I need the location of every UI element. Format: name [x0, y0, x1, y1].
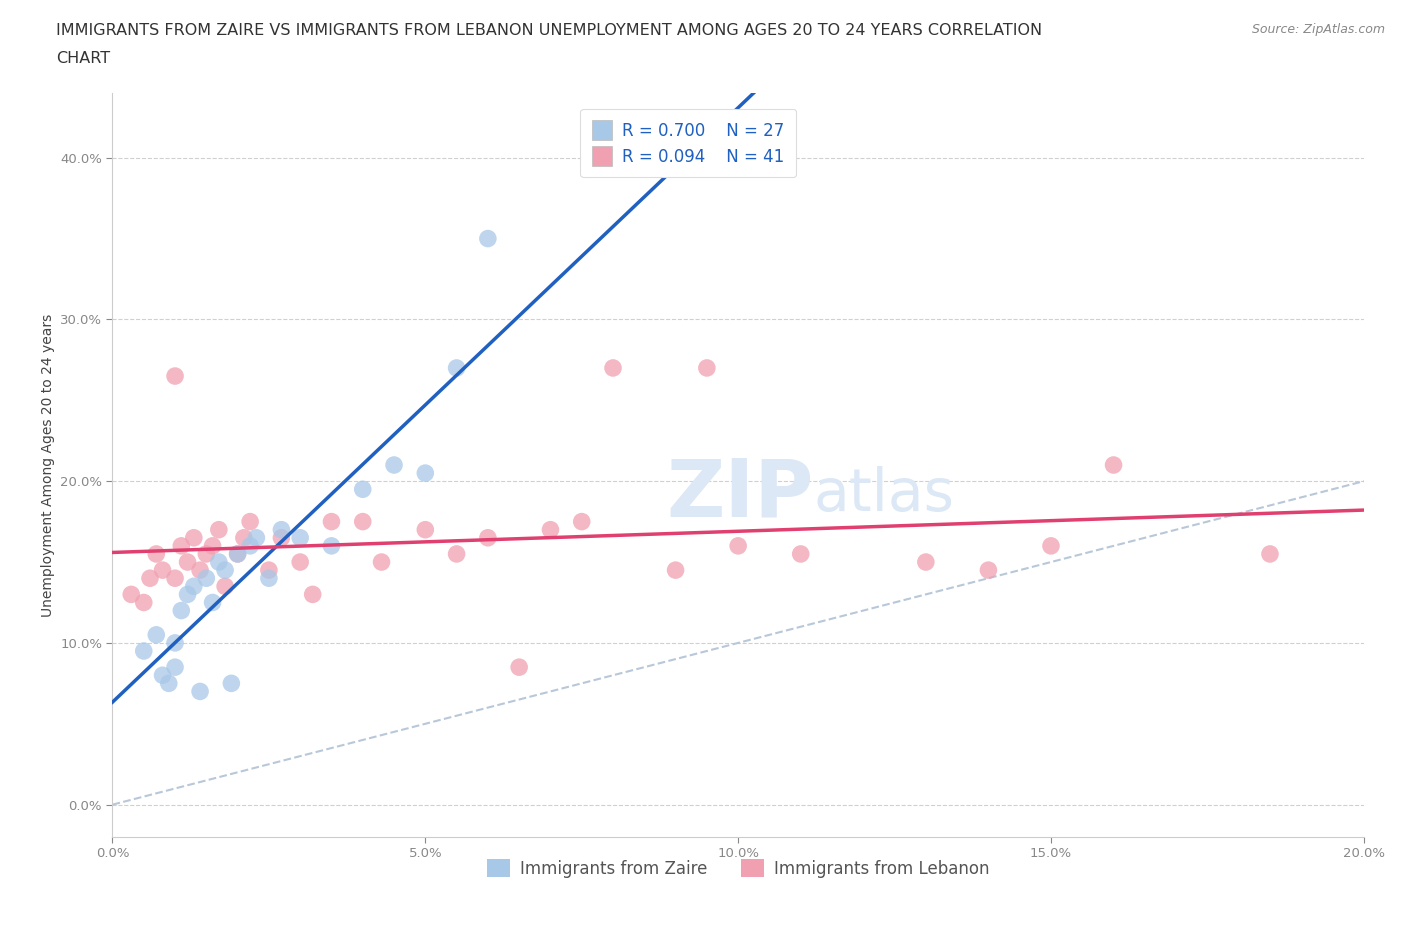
Point	[183, 530, 205, 545]
Point	[257, 571, 280, 586]
Point	[226, 547, 249, 562]
Point	[201, 538, 224, 553]
Point	[245, 530, 267, 545]
Point	[446, 547, 468, 562]
Text: Source: ZipAtlas.com: Source: ZipAtlas.com	[1251, 23, 1385, 36]
Point	[163, 635, 186, 650]
Point	[415, 523, 437, 538]
Point	[301, 587, 323, 602]
Point	[170, 604, 193, 618]
Point	[221, 676, 243, 691]
Point	[352, 482, 374, 497]
Point	[201, 595, 224, 610]
Point	[290, 554, 312, 569]
Point	[321, 514, 343, 529]
Point	[382, 458, 405, 472]
Point	[214, 578, 236, 593]
Point	[352, 514, 374, 529]
Point	[157, 676, 180, 691]
Point	[188, 563, 211, 578]
Point	[415, 466, 437, 481]
Point	[163, 368, 186, 383]
Point	[120, 587, 142, 602]
Point	[139, 571, 162, 586]
Point	[370, 554, 392, 569]
Point	[602, 361, 624, 376]
Text: atlas: atlas	[813, 466, 955, 524]
Point	[188, 684, 211, 698]
Point	[170, 538, 193, 553]
Point	[571, 514, 593, 529]
Point	[132, 595, 155, 610]
Point	[477, 530, 499, 545]
Point	[176, 554, 198, 569]
Point	[195, 547, 218, 562]
Point	[270, 530, 292, 545]
Point	[446, 361, 468, 376]
Point	[727, 538, 749, 553]
Point	[239, 538, 262, 553]
Point	[664, 563, 686, 578]
Point	[696, 361, 718, 376]
Point	[1102, 458, 1125, 472]
Point	[152, 563, 174, 578]
Point	[270, 523, 292, 538]
Y-axis label: Unemployment Among Ages 20 to 24 years: Unemployment Among Ages 20 to 24 years	[41, 313, 55, 617]
Text: CHART: CHART	[56, 51, 110, 66]
Point	[145, 628, 167, 643]
Point	[232, 530, 254, 545]
Point	[257, 563, 280, 578]
Point	[176, 587, 198, 602]
Point	[163, 659, 186, 674]
Point	[1039, 538, 1063, 553]
Text: ZIP: ZIP	[666, 456, 813, 534]
Point	[152, 668, 174, 683]
Point	[132, 644, 155, 658]
Point	[915, 554, 938, 569]
Point	[208, 523, 231, 538]
Point	[321, 538, 343, 553]
Point	[790, 547, 813, 562]
Point	[977, 563, 1000, 578]
Point	[183, 578, 205, 593]
Text: IMMIGRANTS FROM ZAIRE VS IMMIGRANTS FROM LEBANON UNEMPLOYMENT AMONG AGES 20 TO 2: IMMIGRANTS FROM ZAIRE VS IMMIGRANTS FROM…	[56, 23, 1042, 38]
Point	[1258, 547, 1281, 562]
Point	[226, 547, 249, 562]
Point	[208, 554, 231, 569]
Point	[195, 571, 218, 586]
Point	[145, 547, 167, 562]
Point	[477, 232, 499, 246]
Legend: Immigrants from Zaire, Immigrants from Lebanon: Immigrants from Zaire, Immigrants from L…	[479, 853, 997, 884]
Point	[214, 563, 236, 578]
Point	[290, 530, 312, 545]
Point	[508, 659, 530, 674]
Point	[239, 514, 262, 529]
Point	[540, 523, 562, 538]
Point	[163, 571, 186, 586]
